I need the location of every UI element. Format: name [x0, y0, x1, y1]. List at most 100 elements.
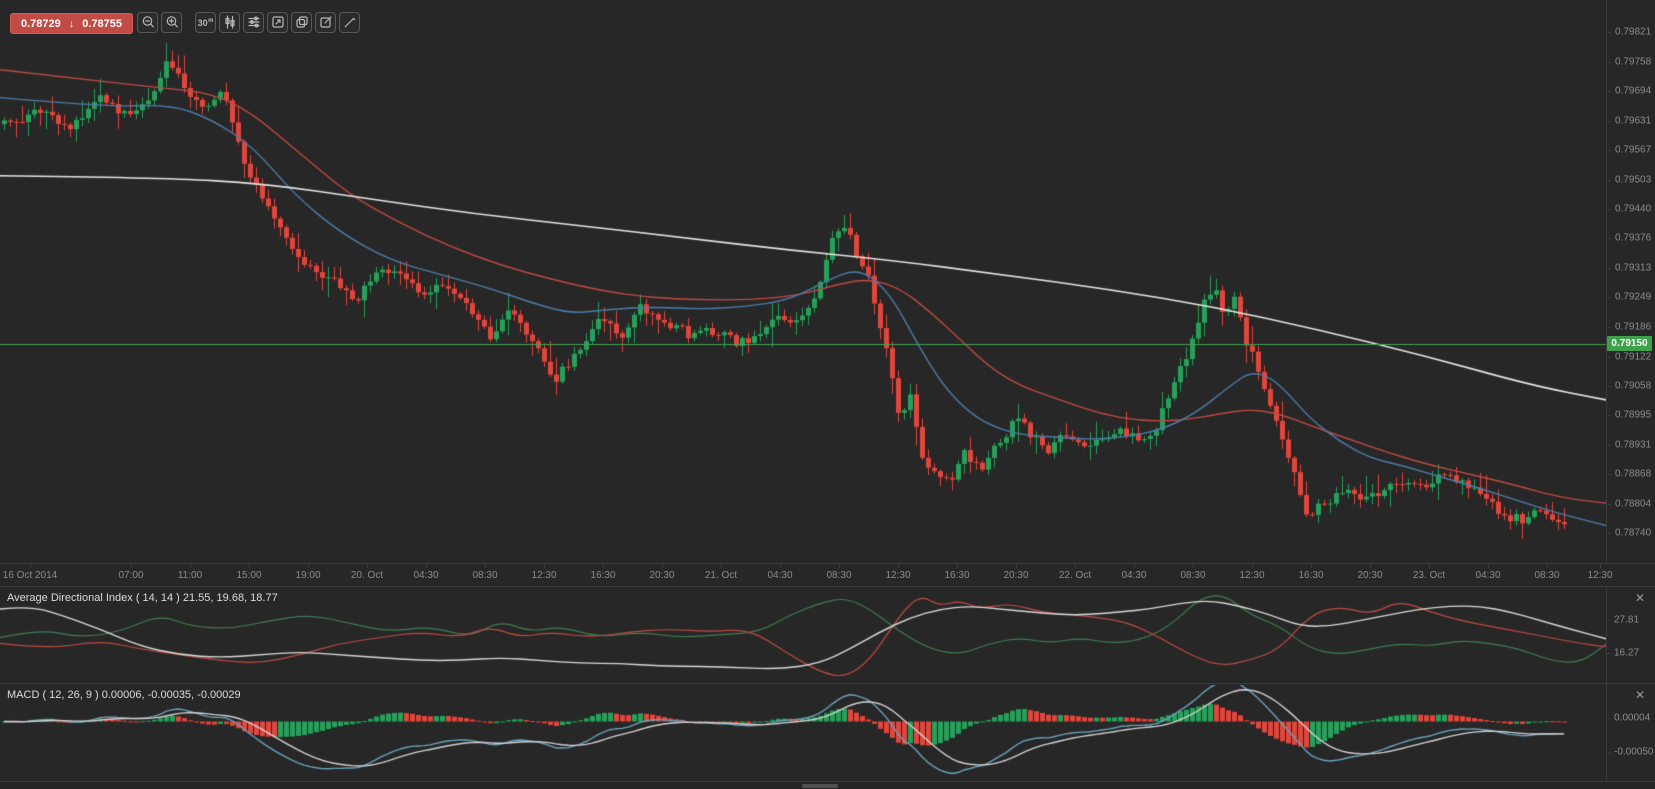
time-axis-tick [780, 564, 781, 568]
time-axis-label: 20. Oct [350, 570, 384, 581]
time-axis-label: 19:00 [295, 570, 321, 581]
price-axis-label: 0.79503 [1615, 174, 1652, 186]
price-axis-tick [1607, 327, 1611, 328]
time-axis-label: 08:30 [1534, 570, 1560, 581]
timeframe-label: 30m [197, 17, 214, 28]
price-axis-tick [1607, 415, 1611, 416]
toolbar-timeframe-30m-button[interactable]: 30m [195, 12, 216, 33]
zoom-out-icon [141, 15, 155, 31]
divider-handle[interactable] [802, 784, 838, 788]
adx-title: Average Directional Index ( 14, 14 ) 21.… [7, 592, 278, 604]
time-axis-label: 16 Oct 2014 [2, 570, 58, 581]
macd-axis-label-tick [1606, 718, 1610, 719]
macd-title: MACD ( 12, 26, 9 ) 0.00006, -0.00035, -0… [7, 689, 241, 701]
time-axis-label: 08:30 [826, 570, 852, 581]
time-axis-tick [190, 564, 191, 568]
adx-axis-label-tick [1606, 653, 1610, 654]
time-axis[interactable]: 16 Oct 2014 07:00 11:00 15:00 19:00 20. Oct 04… [0, 563, 1655, 586]
toolbar-zoom-in-button[interactable] [161, 12, 182, 33]
time-axis-tick [1370, 564, 1371, 568]
time-axis-label: 12:30 [531, 570, 557, 581]
time-axis-tick [662, 564, 663, 568]
adx-close-button[interactable]: ✕ [1632, 590, 1648, 606]
price-axis-tick [1607, 62, 1611, 63]
price-axis-label: 0.79758 [1615, 56, 1652, 68]
price-axis-tick [1607, 297, 1611, 298]
price-axis-label: 0.79058 [1615, 380, 1652, 392]
toolbar-draw-tools-button[interactable] [339, 12, 360, 33]
close-icon: ✕ [1634, 591, 1646, 605]
price-axis-label: 0.79122 [1615, 351, 1652, 363]
time-axis-tick [1311, 564, 1312, 568]
edit-chart-icon [319, 15, 333, 31]
time-axis-label: 11:00 [177, 570, 203, 581]
time-axis-tick [1193, 564, 1194, 568]
time-axis-label: 04:30 [413, 570, 439, 581]
time-axis-tick [1016, 564, 1017, 568]
time-axis-label: 08:30 [1180, 570, 1206, 581]
time-axis-tick [131, 564, 132, 568]
price-axis-label: 0.78804 [1615, 498, 1652, 510]
price-chart-canvas[interactable] [0, 0, 1606, 562]
time-axis-label: 15:00 [236, 570, 262, 581]
toolbar-edit-chart-button[interactable] [315, 12, 336, 33]
time-axis-label: 08:30 [472, 570, 498, 581]
time-axis-tick [839, 564, 840, 568]
price-axis-tick [1607, 474, 1611, 475]
time-axis-tick [308, 564, 309, 568]
price-axis-tick [1607, 533, 1611, 534]
time-axis-tick [721, 564, 722, 568]
time-axis-label: 21. Oct [704, 570, 738, 581]
chart-toolbar: 30m [137, 12, 360, 33]
toolbar-indicator-settings-button[interactable] [243, 12, 264, 33]
adx-canvas[interactable] [0, 588, 1606, 684]
toolbar-duplicate-chart-button[interactable] [291, 12, 312, 33]
time-axis-tick [426, 564, 427, 568]
duplicate-chart-icon [295, 15, 309, 31]
indicator-settings-icon [247, 15, 261, 31]
price-axis-tick [1607, 209, 1611, 210]
price-axis-label: 0.79313 [1615, 262, 1652, 274]
price-axis-tick [1607, 121, 1611, 122]
time-axis-label: 04:30 [767, 570, 793, 581]
toolbar-expand-chart-button[interactable] [267, 12, 288, 33]
quote-widget[interactable]: 0.78729 ↓ 0.78755 [10, 13, 134, 34]
price-axis-tick [1607, 386, 1611, 387]
bottom-divider [0, 781, 1655, 789]
adx-axis-label-tick [1606, 620, 1610, 621]
time-axis-tick [1252, 564, 1253, 568]
time-axis-label: 20:30 [1003, 570, 1029, 581]
time-axis-label: 20:30 [1357, 570, 1383, 581]
price-axis-tick [1607, 268, 1611, 269]
time-axis-tick [957, 564, 958, 568]
time-axis-tick [898, 564, 899, 568]
price-axis-label: 0.79567 [1615, 144, 1652, 156]
panel-axis-border [1606, 586, 1607, 782]
adx-panel: Average Directional Index ( 14, 14 ) 21.… [0, 586, 1655, 684]
price-axis-label: 0.79249 [1615, 291, 1652, 303]
price-axis-tick [1607, 32, 1611, 33]
price-axis-label: 0.78931 [1615, 439, 1652, 451]
macd-axis-label: -0.00050 [1614, 746, 1654, 758]
price-axis-label: 0.78740 [1615, 527, 1652, 539]
time-axis-tick [249, 564, 250, 568]
price-axis-tick [1607, 180, 1611, 181]
time-axis-label: 16:30 [1298, 570, 1324, 581]
price-axis-tick [1607, 445, 1611, 446]
ask-price: 0.78755 [82, 17, 123, 30]
macd-close-button[interactable]: ✕ [1632, 687, 1648, 703]
macd-canvas[interactable] [0, 685, 1606, 782]
bid-price: 0.78729 [21, 17, 61, 30]
price-axis-label: 0.79376 [1615, 232, 1652, 244]
time-axis-label: 12:30 [1587, 570, 1613, 581]
price-axis-tick [1607, 91, 1611, 92]
toolbar-candlestick-style-button[interactable] [219, 12, 240, 33]
toolbar-zoom-out-button[interactable] [137, 12, 158, 33]
price-axis[interactable]: 0.79821 0.79758 0.79694 0.79631 0.79567 0.795… [1606, 0, 1655, 562]
time-axis-tick [1547, 564, 1548, 568]
price-axis-tick [1607, 357, 1611, 358]
time-axis-label: 20:30 [649, 570, 675, 581]
close-icon: ✕ [1634, 688, 1646, 702]
macd-axis-label: 0.00004 [1614, 712, 1651, 724]
time-axis-label: 22. Oct [1058, 570, 1092, 581]
